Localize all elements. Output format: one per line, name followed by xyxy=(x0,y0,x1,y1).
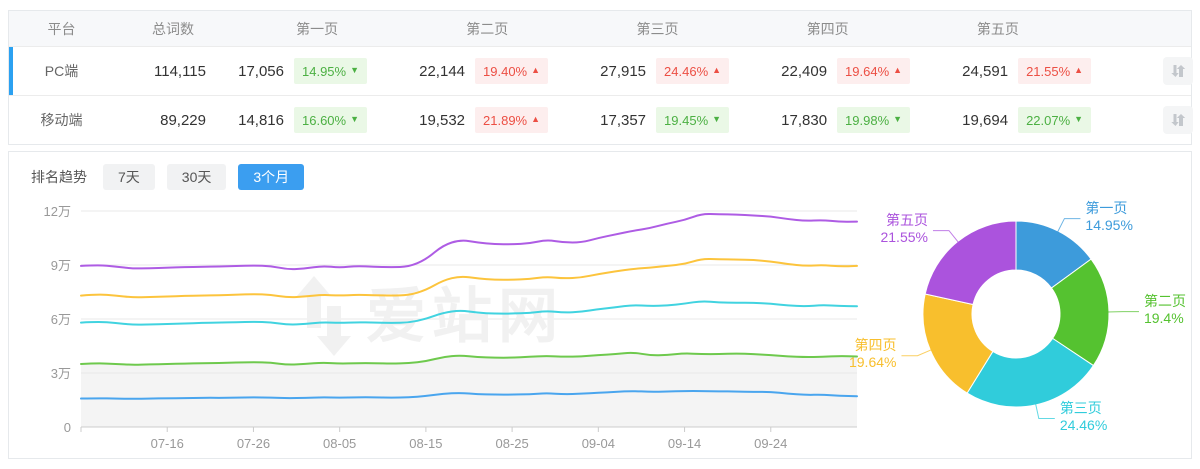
total-words-value: 89,229 xyxy=(160,111,206,129)
svg-text:6万: 6万 xyxy=(51,312,71,327)
trend-header: 排名趋势 7天 30天 3个月 xyxy=(21,163,1179,190)
pie-slice-label: 第五页 21.55% xyxy=(880,211,928,245)
active-row-indicator xyxy=(9,47,13,95)
page2-change-badge: 19.40% ▲ xyxy=(475,58,549,84)
svg-text:9万: 9万 xyxy=(51,258,71,273)
table-header-row: 平台 总词数 第一页 第二页 第三页 第四页 第五页 xyxy=(9,11,1191,46)
trend-title: 排名趋势 xyxy=(31,168,87,185)
page5-cell: 24,591 21.55% ▲ xyxy=(956,58,1137,84)
rank-table: 平台 总词数 第一页 第二页 第三页 第四页 第五页 PC端 114,115 1… xyxy=(8,10,1194,145)
page4-change-badge: 19.98% ▼ xyxy=(837,107,911,133)
page5-change-badge: 22.07% ▼ xyxy=(1018,107,1092,133)
col-header-platform: 平台 xyxy=(47,20,76,37)
page1-cell: 14,816 16.60% ▼ xyxy=(232,107,413,133)
keyword-rank-dashboard: 平台 总词数 第一页 第二页 第三页 第四页 第五页 PC端 114,115 1… xyxy=(0,10,1200,469)
col-header-page3: 第三页 xyxy=(636,20,679,37)
pie-slice-label: 第一页 14.95% xyxy=(1085,199,1133,233)
page3-change-badge: 24.46% ▲ xyxy=(656,58,730,84)
page3-count: 17,357 xyxy=(600,111,647,129)
col-header-page4: 第四页 xyxy=(806,20,849,37)
page2-cell: 19,532 21.89% ▲ xyxy=(413,107,594,133)
col-header-total: 总词数 xyxy=(152,20,194,37)
svg-text:07-16: 07-16 xyxy=(151,436,184,451)
page1-cell: 17,056 14.95% ▼ xyxy=(232,58,413,84)
page4-count: 22,409 xyxy=(781,62,828,80)
pie-slice-label: 第二页 19.4% xyxy=(1143,292,1186,326)
svg-text:07-26: 07-26 xyxy=(237,436,270,451)
svg-text:09-14: 09-14 xyxy=(668,436,701,451)
pie-slice-label: 第三页 24.46% xyxy=(1059,399,1108,433)
page5-count: 19,694 xyxy=(962,111,1009,129)
range-button-7d[interactable]: 7天 xyxy=(103,163,155,190)
page2-count: 22,144 xyxy=(419,62,466,80)
col-header-page2: 第二页 xyxy=(466,20,509,37)
pct-value: 24.46% xyxy=(664,63,709,79)
trend-arrow-icon: ▲ xyxy=(531,114,541,124)
trend-arrow-icon: ▼ xyxy=(350,114,360,124)
pct-value: 19.64% xyxy=(845,63,890,79)
page3-cell: 17,357 19.45% ▼ xyxy=(594,107,775,133)
platform-label: 移动端 xyxy=(40,112,83,128)
sort-toggle-icon[interactable] xyxy=(1163,57,1194,85)
pct-value: 22.07% xyxy=(1026,112,1071,128)
page2-cell: 22,144 19.40% ▲ xyxy=(413,58,594,84)
trend-arrow-icon: ▼ xyxy=(1074,114,1084,124)
range-button-3m[interactable]: 3个月 xyxy=(238,163,305,190)
row-actions xyxy=(1137,106,1200,134)
svg-text:09-24: 09-24 xyxy=(754,436,787,451)
svg-text:12万: 12万 xyxy=(44,204,71,219)
page1-change-badge: 14.95% ▼ xyxy=(294,58,368,84)
page5-cell: 19,694 22.07% ▼ xyxy=(956,107,1137,133)
page4-cell: 22,409 19.64% ▲ xyxy=(775,58,956,84)
svg-text:爱站网: 爱站网 xyxy=(366,283,564,350)
svg-text:3万: 3万 xyxy=(51,366,71,381)
rank-trend-section: 排名趋势 7天 30天 3个月 0 3万 6万 9万 12万 爱站网 07-16 07-26 0… xyxy=(8,151,1192,459)
pct-value: 19.45% xyxy=(664,112,709,128)
page3-cell: 27,915 24.46% ▲ xyxy=(594,58,775,84)
range-button-30d[interactable]: 30天 xyxy=(166,163,227,190)
trend-arrow-icon: ▼ xyxy=(712,114,722,124)
trend-arrow-icon: ▲ xyxy=(1074,65,1084,75)
page5-change-badge: 21.55% ▲ xyxy=(1018,58,1092,84)
trend-arrow-icon: ▼ xyxy=(893,114,903,124)
page4-count: 17,830 xyxy=(781,111,828,129)
page1-count: 14,816 xyxy=(238,111,284,129)
row-actions xyxy=(1137,57,1200,85)
pct-value: 19.40% xyxy=(483,63,528,79)
sort-toggle-icon[interactable] xyxy=(1163,106,1194,134)
page4-change-badge: 19.64% ▲ xyxy=(837,58,911,84)
trend-line-chart[interactable]: 0 3万 6万 9万 12万爱站网 07-16 07-26 08-05 08-15 08-25 09… xyxy=(21,194,861,459)
charts-area: 0 3万 6万 9万 12万爱站网 07-16 07-26 08-05 08-15 08-25 09… xyxy=(21,194,1186,459)
table-row-mobile[interactable]: 移动端 89,229 14,816 16.60% ▼ 19,532 21.89% ▲… xyxy=(9,95,1194,144)
pct-value: 19.98% xyxy=(845,112,890,128)
pct-value: 21.55% xyxy=(1026,63,1071,79)
page1-count: 17,056 xyxy=(238,62,284,80)
platform-label: PC端 xyxy=(44,63,79,79)
svg-text:0: 0 xyxy=(64,420,71,435)
col-header-page5: 第五页 xyxy=(976,20,1019,37)
svg-text:08-25: 08-25 xyxy=(495,436,528,451)
col-header-page1: 第一页 xyxy=(296,20,339,37)
page-share-donut-chart[interactable]: 第一页 14.95% 第二页 19.4% 第三页 24.46% 第四页 19.64% 第五页 21… xyxy=(849,194,1186,452)
pct-value: 21.89% xyxy=(483,112,528,128)
svg-text:08-15: 08-15 xyxy=(409,436,442,451)
trend-arrow-icon: ▲ xyxy=(531,65,541,75)
trend-arrow-icon: ▲ xyxy=(712,65,722,75)
trend-arrow-icon: ▲ xyxy=(893,65,903,75)
page4-cell: 17,830 19.98% ▼ xyxy=(775,107,956,133)
total-words-value: 114,115 xyxy=(154,62,206,80)
pct-value: 16.60% xyxy=(302,112,347,128)
svg-text:08-05: 08-05 xyxy=(323,436,356,451)
pct-value: 14.95% xyxy=(302,63,347,79)
svg-text:09-04: 09-04 xyxy=(582,436,615,451)
page3-count: 27,915 xyxy=(600,62,647,80)
table-row-pc[interactable]: PC端 114,115 17,056 14.95% ▼ 22,144 19.40%… xyxy=(9,46,1194,95)
page1-change-badge: 16.60% ▼ xyxy=(294,107,368,133)
page5-count: 24,591 xyxy=(962,62,1009,80)
pie-slice-label: 第四页 19.64% xyxy=(848,336,897,370)
page2-change-badge: 21.89% ▲ xyxy=(475,107,549,133)
page3-change-badge: 19.45% ▼ xyxy=(656,107,730,133)
trend-arrow-icon: ▼ xyxy=(350,65,360,75)
page2-count: 19,532 xyxy=(419,111,466,129)
